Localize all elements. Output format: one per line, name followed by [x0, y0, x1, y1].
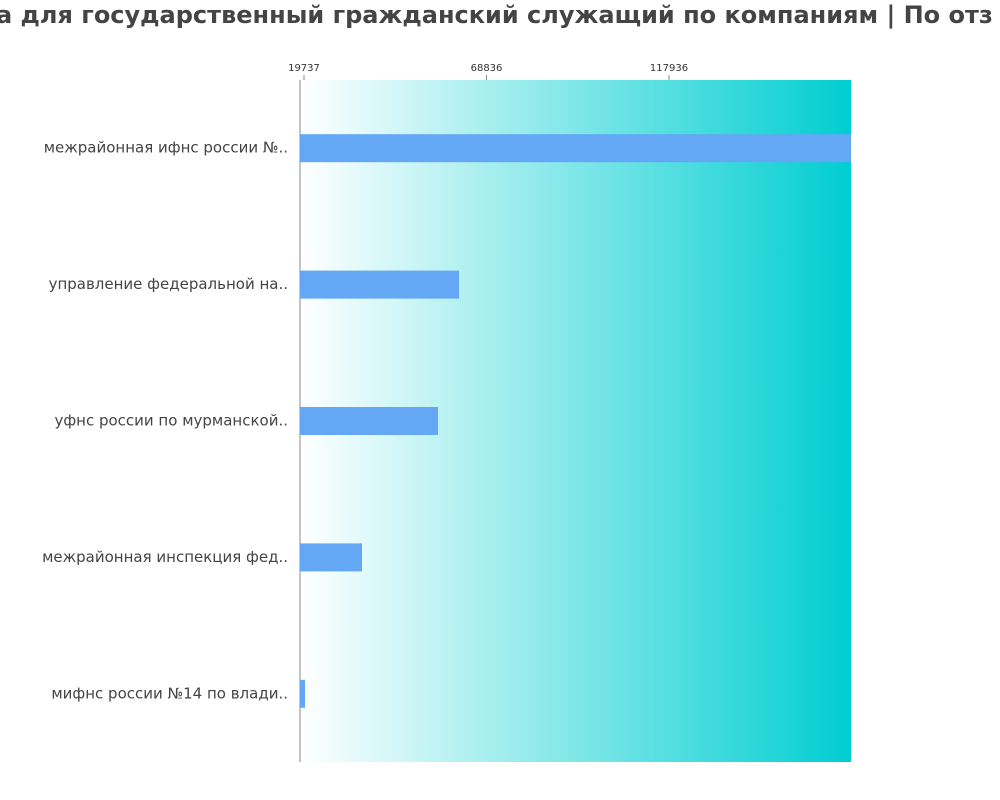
chart-title: а для государственный гражданский служащ…: [0, 1, 993, 29]
bar: [300, 407, 438, 435]
x-tick-label: 68836: [471, 63, 503, 74]
y-tick-label: уфнс россии по мурманской..: [54, 412, 288, 430]
bar: [300, 679, 305, 708]
y-tick-label: управление федеральной на..: [49, 275, 288, 293]
bar: [300, 543, 362, 572]
bar: [300, 134, 851, 163]
bar: [300, 270, 460, 299]
y-tick-label: межрайонная инспекция фед..: [42, 548, 288, 566]
x-tick-label: 19737: [288, 63, 320, 74]
x-tick-label: 117936: [650, 63, 688, 74]
y-tick-label: мифнс россии №14 по влади..: [51, 684, 288, 702]
y-tick-label: межрайонная ифнс россии №..: [44, 139, 288, 157]
